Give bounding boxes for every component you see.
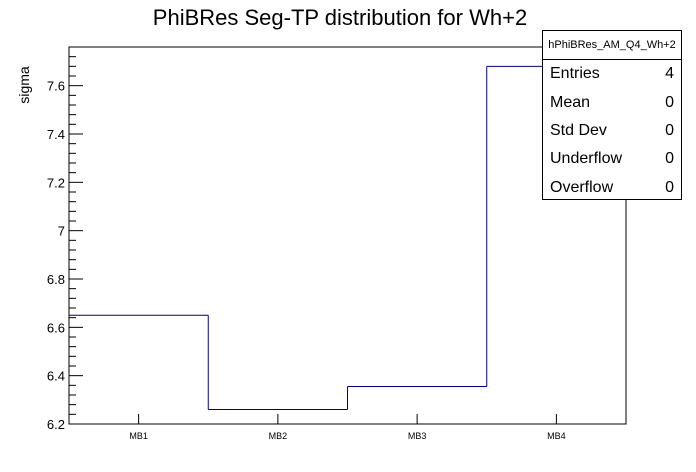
stats-value: 0 bbox=[665, 93, 674, 111]
plot-frame bbox=[68, 46, 627, 425]
stats-value: 0 bbox=[665, 150, 674, 168]
x-tick-label: MB3 bbox=[408, 431, 427, 441]
y-tick-label: 7 bbox=[58, 224, 65, 239]
stats-value: 0 bbox=[665, 121, 674, 139]
x-tick-label: MB1 bbox=[129, 431, 148, 441]
stats-label: Std Dev bbox=[550, 121, 607, 139]
x-tick-label: MB4 bbox=[547, 431, 566, 441]
stats-label: Mean bbox=[550, 93, 591, 111]
stats-row-mean: Mean 0 bbox=[543, 88, 681, 116]
stats-row-std-dev: Std Dev 0 bbox=[543, 117, 681, 145]
stats-row-underflow: Underflow 0 bbox=[543, 145, 681, 173]
stats-value: 4 bbox=[665, 65, 674, 83]
stats-value: 0 bbox=[665, 178, 674, 196]
x-tick-label: MB2 bbox=[269, 431, 288, 441]
stats-label: Entries bbox=[550, 65, 600, 83]
stats-label: Overflow bbox=[550, 178, 614, 196]
chart-title: PhiBRes Seg-TP distribution for Wh+2 bbox=[153, 5, 527, 30]
y-tick-label: 6.6 bbox=[47, 320, 65, 335]
stats-histogram-name: hPhiBRes_AM_Q4_Wh+2 bbox=[543, 31, 681, 60]
y-tick-label: 7.4 bbox=[47, 127, 65, 142]
y-axis-label: sigma bbox=[16, 66, 32, 104]
stats-label: Underflow bbox=[550, 150, 623, 168]
x-axis-ticks: MB1 MB2 MB3 MB4 bbox=[129, 414, 566, 441]
y-tick-label: 7.2 bbox=[47, 175, 65, 190]
stats-row-entries: Entries 4 bbox=[543, 60, 681, 88]
stats-box: hPhiBRes_AM_Q4_Wh+2 Entries 4 Mean 0 Std… bbox=[542, 30, 682, 200]
stats-row-overflow: Overflow 0 bbox=[543, 174, 681, 202]
y-axis-ticks: 6.2 6.4 6.6 6.8 7 7.2 7.4 7.6 bbox=[47, 46, 83, 432]
y-tick-label: 6.8 bbox=[47, 272, 65, 287]
y-tick-label: 7.6 bbox=[47, 79, 65, 94]
y-tick-label: 6.2 bbox=[47, 417, 65, 432]
y-tick-label: 6.4 bbox=[47, 369, 65, 384]
